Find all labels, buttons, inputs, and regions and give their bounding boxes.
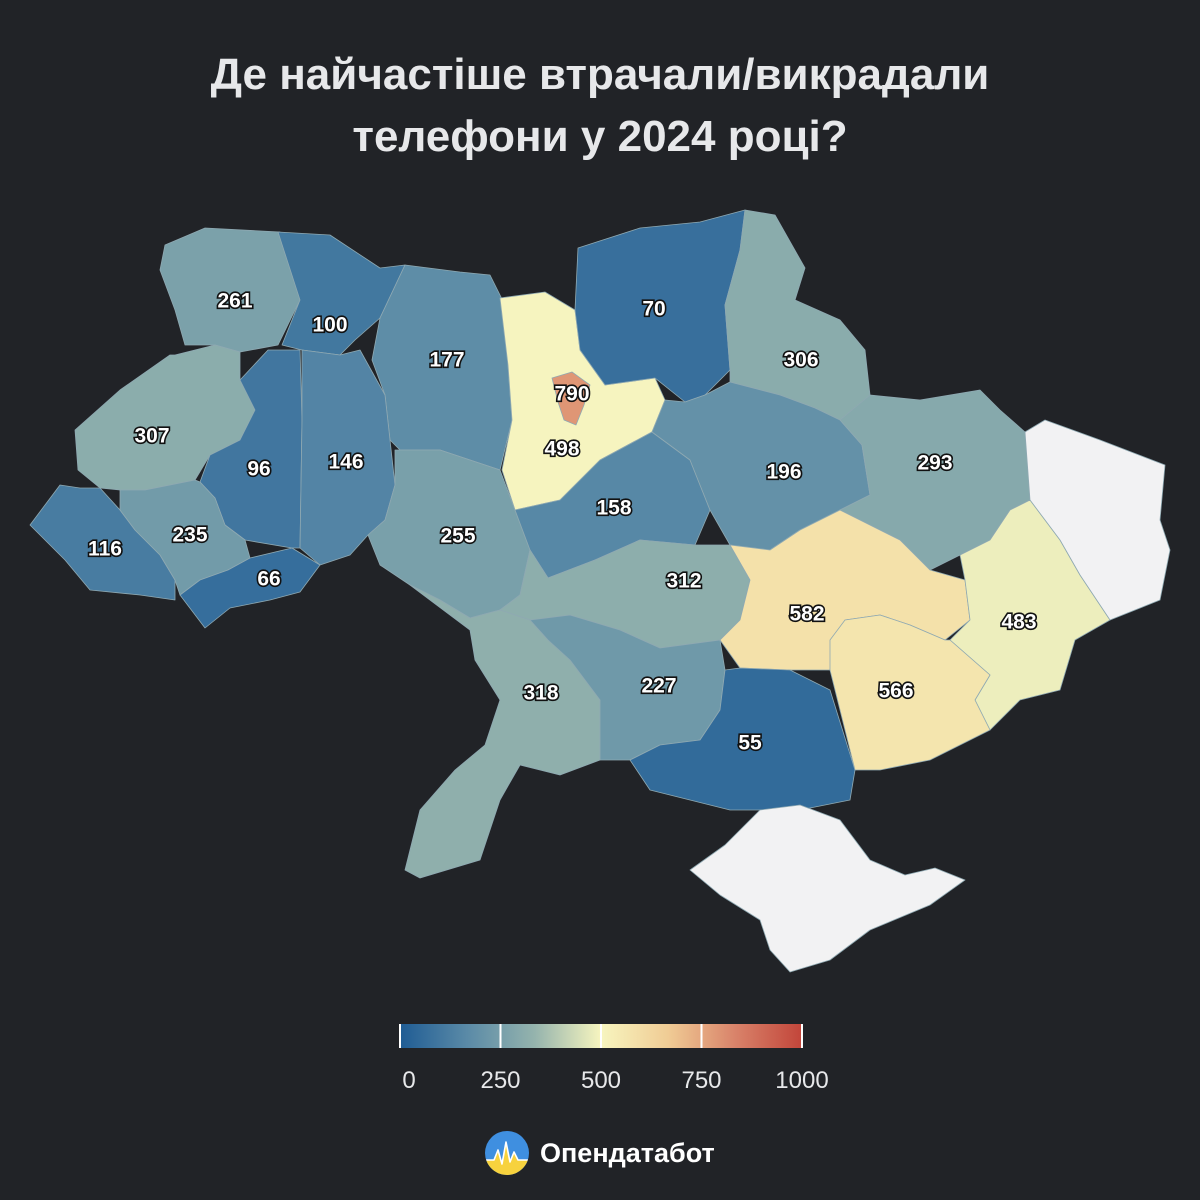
value-label-kirovohrad: 312	[666, 570, 701, 593]
value-labels-layer: 261 100 177 498 790 70 306 307 96 146 255 158 196 293…	[86, 288, 1038, 756]
value-label-kharkiv: 293	[917, 452, 952, 475]
value-label-lviv: 307	[134, 425, 169, 448]
value-label-rivne: 100	[312, 314, 347, 337]
region-kyiv-city	[551, 371, 591, 426]
title-line-2: телефони у 2024 році?	[352, 112, 848, 161]
value-label-cherkasy: 158	[596, 497, 631, 520]
region-zaporizhzhia	[829, 614, 991, 771]
value-label-ternopil: 96	[247, 458, 270, 481]
value-label-chernivtsi: 66	[257, 568, 280, 591]
value-label-vinnytsia: 255	[440, 525, 475, 548]
page-title: Де найчастіше втрачали/викрадали телефон…	[0, 44, 1200, 168]
value-label-poltava: 196	[766, 461, 801, 484]
value-label-odesa: 318	[523, 682, 558, 705]
legend-tick-label: 750	[681, 1067, 721, 1094]
value-label-zakarpattia: 116	[88, 538, 122, 561]
region-crimea	[689, 804, 966, 973]
value-label-sumy: 306	[783, 349, 818, 372]
value-label-donetsk: 483	[1001, 611, 1036, 634]
brand-name: Опендатабот	[540, 1137, 715, 1168]
value-label-kyiv-city: 790	[554, 383, 589, 406]
region-chernivtsi	[179, 547, 321, 629]
legend-tick-label: 250	[480, 1067, 520, 1094]
value-label-volyn: 261	[217, 290, 252, 313]
legend-ticks: 0 250 500 750 1000	[399, 1024, 829, 1094]
value-label-mykolaiv: 227	[641, 675, 676, 698]
value-label-zhytomyr: 177	[429, 349, 464, 372]
value-label-chernihiv: 70	[642, 298, 665, 321]
regions-layer	[29, 209, 1171, 973]
region-chernihiv	[574, 209, 746, 403]
value-label-zaporizhzhia: 566	[878, 680, 913, 703]
legend-tick-label: 500	[581, 1067, 621, 1094]
region-odesa	[404, 584, 601, 879]
region-rivne	[277, 231, 406, 356]
brand: Опендатабот	[484, 1130, 715, 1176]
value-label-kherson: 55	[738, 732, 762, 755]
title-line-1: Де найчастіше втрачали/викрадали	[210, 50, 990, 99]
color-legend: 0 250 500 750 1000	[399, 1024, 829, 1094]
region-luhansk	[1024, 419, 1171, 621]
opendatabot-logo-icon	[485, 1131, 529, 1175]
value-label-kyiv-oblast: 498	[544, 438, 579, 461]
value-label-khmelnytskyi: 146	[328, 451, 363, 474]
legend-tick-label: 0	[402, 1067, 415, 1094]
value-label-dnipropetrovsk: 582	[789, 603, 824, 626]
legend-tick-label: 1000	[775, 1067, 828, 1094]
value-label-ivano-frankivsk: 235	[172, 524, 207, 547]
